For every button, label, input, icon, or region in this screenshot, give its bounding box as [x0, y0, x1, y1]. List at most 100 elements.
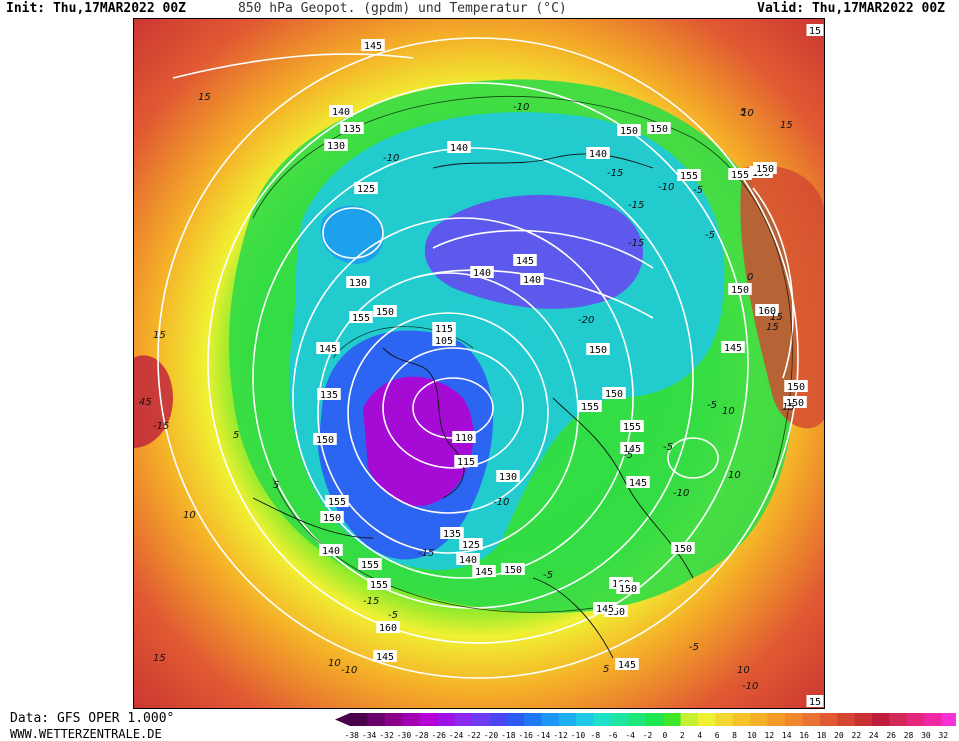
svg-text:130: 130	[349, 278, 367, 289]
contour-label: 110	[452, 431, 476, 444]
colorbar-tick-label: 20	[834, 731, 844, 740]
colorbar-tick-label: 2	[680, 731, 685, 740]
colorbar-swatch	[384, 713, 403, 726]
colorbar-swatch	[802, 713, 821, 726]
colorbar-tick-label: -26	[432, 731, 447, 740]
contour-label: 155	[325, 495, 349, 508]
isotherm-label: -10	[742, 681, 758, 692]
colorbar-tick-label: -20	[484, 731, 499, 740]
svg-text:115: 115	[435, 324, 453, 335]
isotherm-label: -15	[153, 421, 169, 432]
isotherm-label: 10	[741, 108, 754, 119]
colorbar-tick-label: -32	[379, 731, 394, 740]
svg-text:145: 145	[516, 256, 534, 267]
isotherm-label: -10	[513, 102, 529, 113]
contour-label: 140	[586, 147, 610, 160]
isotherm-label: -5	[623, 450, 633, 461]
isotherm-label: -10	[673, 488, 689, 499]
colorbar-tick-label: 26	[886, 731, 896, 740]
colorbar-swatch	[437, 713, 455, 726]
svg-text:160: 160	[379, 623, 397, 634]
warm-region-west	[133, 355, 173, 448]
colorbar-tick-label: 6	[715, 731, 720, 740]
isotherm-label: -5	[543, 570, 553, 581]
svg-text:155: 155	[623, 422, 641, 433]
colorbar-swatch	[402, 713, 421, 726]
contour-labels: 1451401351301251301551501451351501551501…	[313, 24, 824, 708]
colorbar-swatch	[558, 713, 577, 726]
contour-label: 15	[806, 695, 824, 708]
colorbar-tick-label: -24	[449, 731, 464, 740]
contour-label: 145	[593, 602, 617, 615]
isotherm-label: 15	[198, 92, 211, 103]
isotherm-label: 15	[780, 120, 793, 131]
svg-text:150: 150	[376, 307, 394, 318]
colorbar-swatch	[732, 713, 751, 726]
colorbar-tick-label: 22	[852, 731, 862, 740]
contour-label: 150	[647, 122, 671, 135]
contour-label: 125	[354, 182, 378, 195]
colorbar-swatch	[680, 713, 699, 726]
contour-label: 145	[626, 476, 650, 489]
colorbar-tick-label: 4	[697, 731, 702, 740]
contour-label: 145	[620, 442, 644, 455]
colorbar-swatch	[698, 713, 716, 726]
svg-text:145: 145	[475, 567, 493, 578]
isotherm-label: 5	[273, 480, 279, 491]
colorbar-swatch	[941, 713, 956, 726]
colorbar-swatch	[785, 713, 803, 726]
contour-label: 150	[501, 563, 525, 576]
colorbar-swatch	[611, 713, 629, 726]
svg-text:150: 150	[619, 584, 637, 595]
colorbar-tick-label: 0	[663, 731, 668, 740]
contour-label: 140	[329, 105, 353, 118]
isotherm-label: 10	[728, 470, 741, 481]
coastline	[432, 153, 654, 169]
colorbar-tick-label: -6	[608, 731, 618, 740]
svg-text:145: 145	[623, 444, 641, 455]
colorbar-swatch	[506, 713, 525, 726]
contour-label: 145	[373, 650, 397, 663]
svg-text:130: 130	[327, 141, 345, 152]
svg-text:115: 115	[457, 457, 475, 468]
contour-label: 155	[677, 169, 701, 182]
colorbar-swatch	[889, 713, 908, 726]
contour-label: 150	[617, 124, 641, 137]
data-source: Data: GFS OPER 1.000°	[10, 711, 175, 726]
isotherm-label: -10	[383, 153, 399, 164]
colorbar-tick-label: -12	[553, 731, 568, 740]
contour-label: 150	[783, 396, 807, 409]
svg-text:140: 140	[450, 143, 468, 154]
svg-text:155: 155	[731, 170, 749, 181]
isotherm-label: -5	[693, 185, 703, 196]
colorbar-arrow-left	[335, 713, 350, 726]
contour-label: 135	[440, 527, 464, 540]
geopotential-contour	[667, 437, 719, 479]
svg-text:150: 150	[756, 164, 774, 175]
isotherm-label: 15	[153, 653, 166, 664]
svg-text:155: 155	[328, 497, 346, 508]
contour-label: 150	[373, 305, 397, 318]
contour-label: 160	[755, 304, 779, 317]
contour-label: 130	[324, 139, 348, 152]
colorbar-swatch	[524, 713, 542, 726]
temperature-colorbar: -38 -34 -32 -30 -28 -26 -24 -22 -20 -18 -16 -14 -12-…	[335, 713, 956, 740]
contour-label: 140	[520, 273, 544, 286]
website-url[interactable]: WWW.WETTERZENTRALE.DE	[10, 727, 162, 741]
contour-label: 155	[358, 558, 382, 571]
isotherm-label: 10	[183, 510, 196, 521]
svg-text:140: 140	[473, 268, 491, 279]
footer: Data: GFS OPER 1.000° WWW.WETTERZENTRALE…	[0, 710, 959, 741]
contour-label: 135	[340, 122, 364, 135]
header-bar: Init: Thu,17MAR2022 00Z 850 hPa Geopot. …	[0, 0, 959, 18]
valid-time: Valid: Thu,17MAR2022 00Z	[757, 1, 945, 16]
colorbar-tick-label: -8	[591, 731, 601, 740]
colorbar-swatch	[593, 713, 612, 726]
isotherm-label: 10	[737, 665, 750, 676]
isotherm	[332, 326, 474, 359]
init-time: Init: Thu,17MAR2022 00Z	[6, 1, 187, 16]
contour-label: 150	[586, 343, 610, 356]
svg-text:150: 150	[674, 544, 692, 555]
svg-text:155: 155	[680, 171, 698, 182]
colorbar-swatch	[819, 713, 838, 726]
